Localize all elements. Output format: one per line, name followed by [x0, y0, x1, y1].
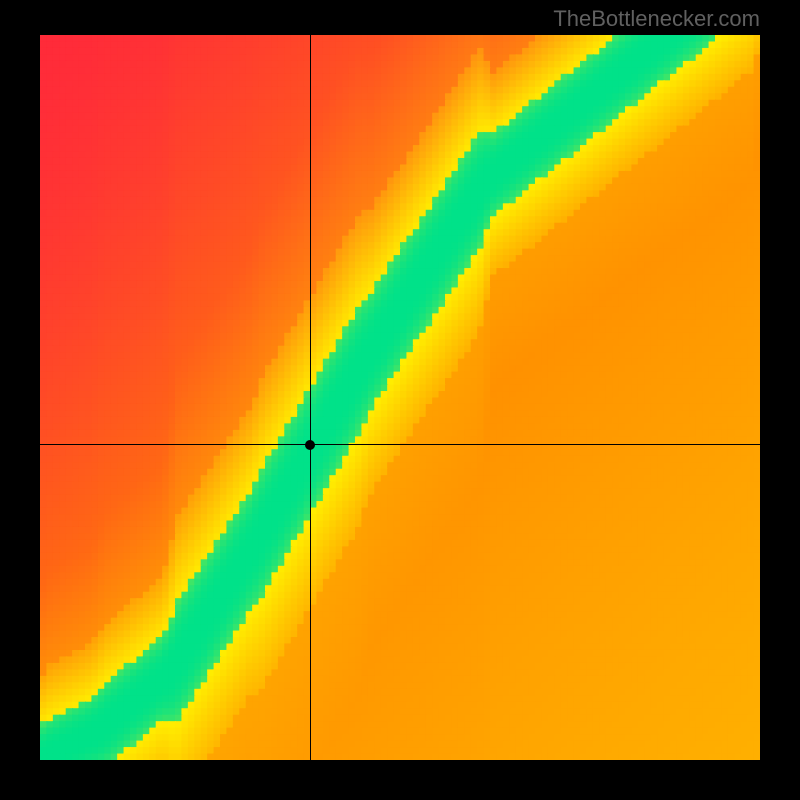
border-bottom	[0, 760, 800, 800]
crosshair-vertical	[310, 35, 311, 760]
border-right	[760, 35, 800, 760]
heatmap-canvas	[40, 35, 760, 760]
watermark-text: TheBottlenecker.com	[553, 6, 760, 32]
crosshair-dot	[305, 440, 315, 450]
border-left	[0, 35, 40, 760]
chart-container: TheBottlenecker.com	[0, 0, 800, 800]
crosshair-horizontal	[40, 444, 760, 445]
